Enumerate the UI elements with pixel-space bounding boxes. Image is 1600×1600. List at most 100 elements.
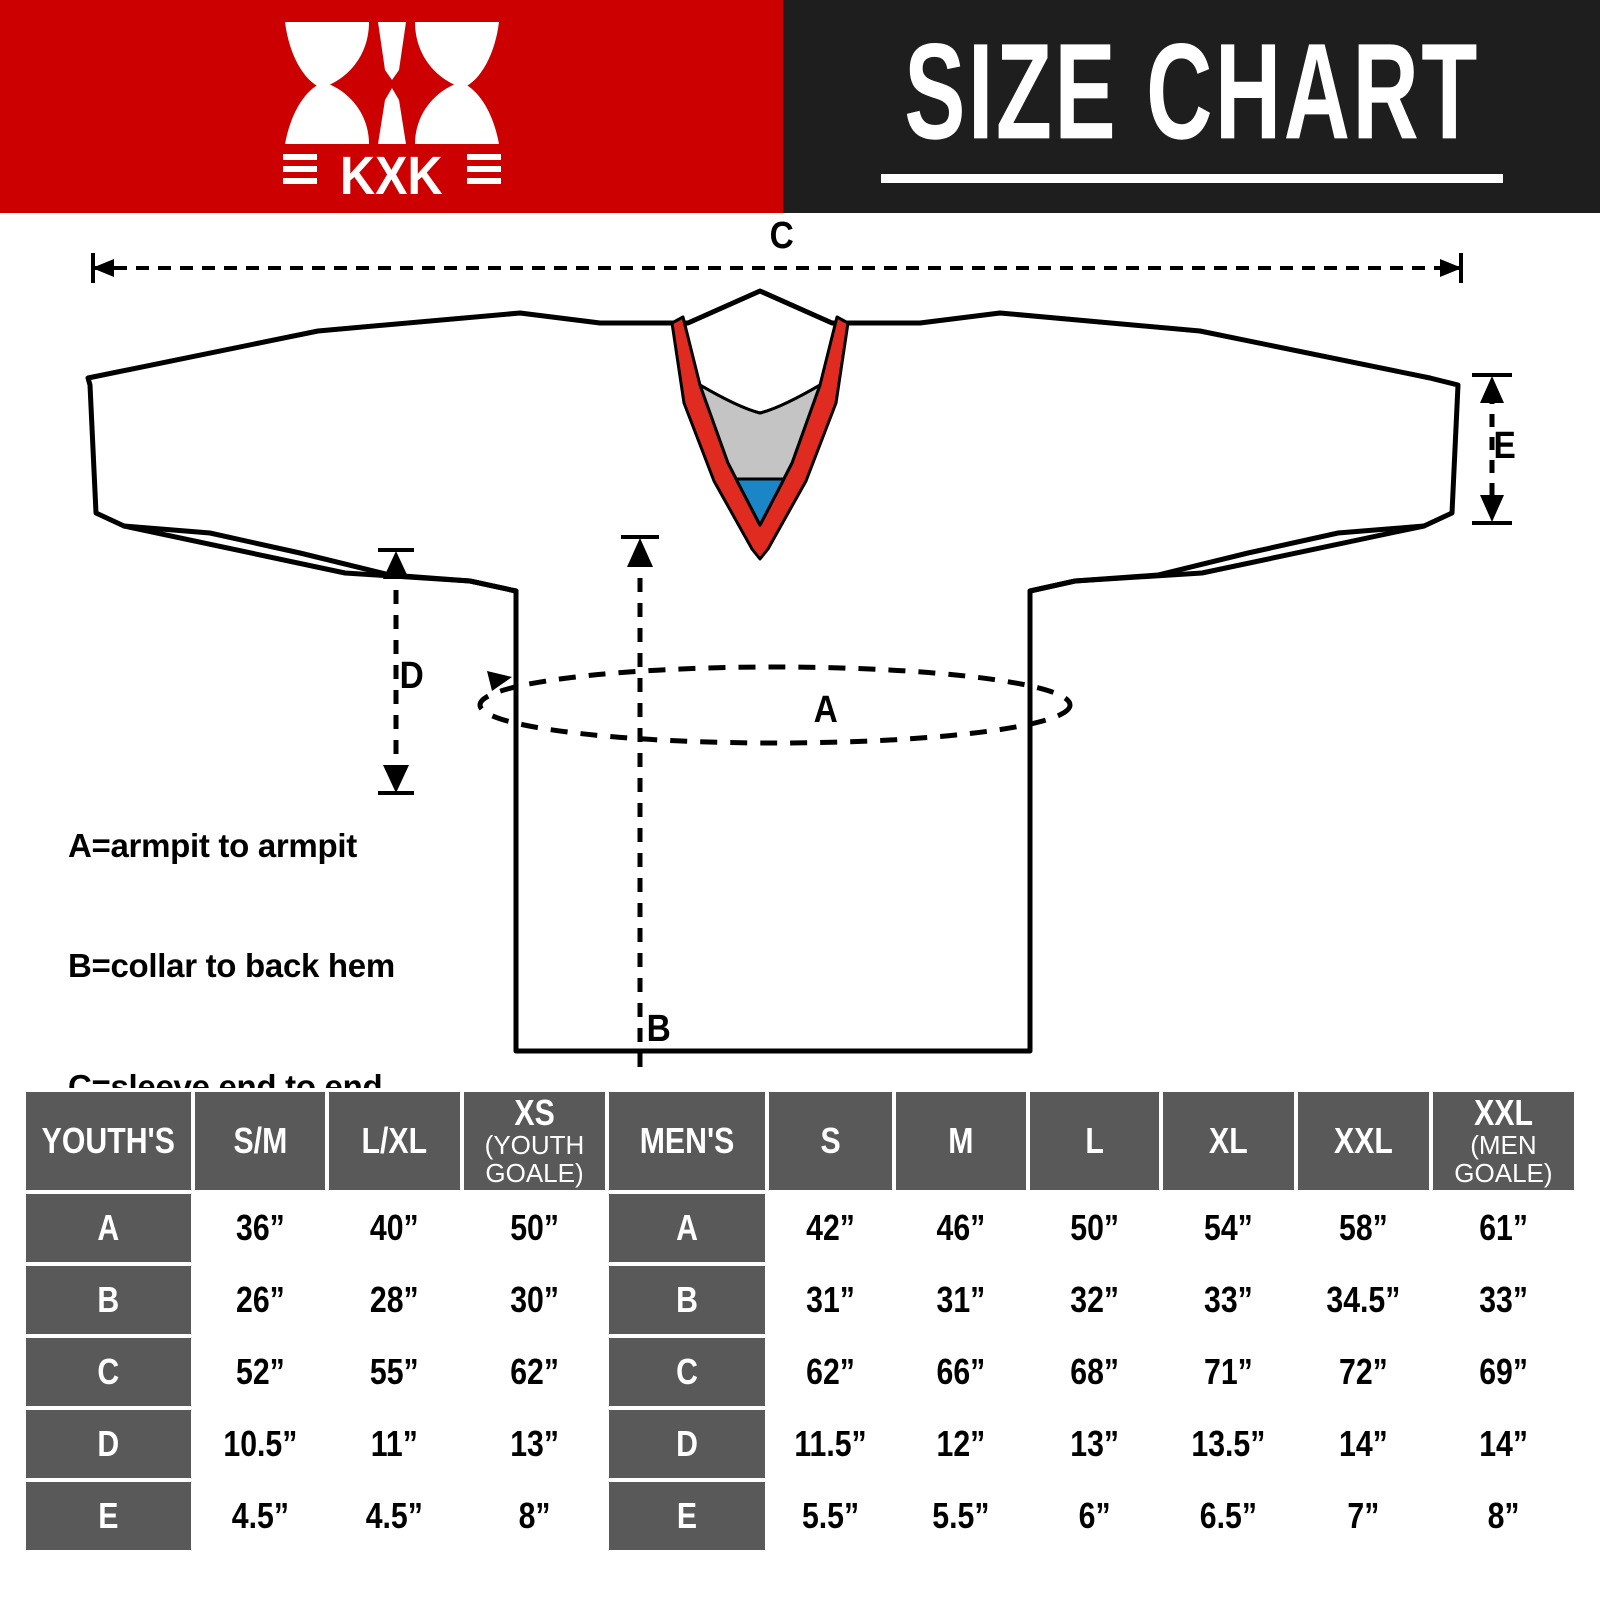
cell-value: A	[676, 1207, 699, 1248]
dimension-label-c: C	[769, 215, 794, 257]
jersey-diagram: C D B E A	[0, 213, 1600, 1071]
cell-youth-a-2: 50”	[463, 1194, 606, 1262]
column-header-main: YOUTH'S	[41, 1120, 175, 1161]
column-header-main: S/M	[233, 1120, 287, 1161]
dimension-e-line	[1472, 373, 1512, 525]
column-header-main: S	[820, 1120, 841, 1161]
cell-value: 61”	[1479, 1207, 1528, 1248]
cell-value: 31”	[936, 1279, 986, 1320]
legend-line-a: A=armpit to armpit	[68, 826, 357, 864]
table-row: A 36” 40” 50” A 42” 46” 50” 54” 58” 61”	[26, 1194, 1574, 1262]
column-header-main: MEN'S	[639, 1120, 735, 1161]
title-panel: SIZE CHART	[783, 0, 1600, 213]
dimension-label-b: B	[646, 1008, 671, 1050]
cell-mens-b-0: 31”	[769, 1266, 893, 1334]
page-title: SIZE CHART	[903, 15, 1480, 168]
column-header-xxl: XXL (MEN GOALE)	[1432, 1091, 1574, 1190]
row-label-mens-d: D	[609, 1410, 766, 1478]
column-header-xs: XS (YOUTH GOALE)	[463, 1092, 606, 1190]
cell-value: E	[98, 1495, 119, 1536]
cell-mens-e-2: 6”	[1030, 1482, 1160, 1550]
column-header-main: M	[948, 1120, 974, 1161]
cell-value: 71”	[1204, 1351, 1254, 1392]
cell-value: 69”	[1479, 1351, 1528, 1392]
cell-value: 14”	[1479, 1423, 1528, 1464]
cell-youth-b-0: 26”	[194, 1266, 326, 1334]
cell-youth-c-0: 52”	[194, 1338, 326, 1406]
cell-value: 62”	[510, 1351, 559, 1392]
cell-youth-b-1: 28”	[329, 1266, 460, 1334]
cell-mens-c-4: 72”	[1298, 1338, 1429, 1406]
cell-value: 40”	[370, 1207, 420, 1248]
cell-mens-e-5: 8”	[1432, 1482, 1574, 1550]
cell-value: A	[97, 1207, 120, 1248]
cell-value: 50”	[1070, 1207, 1120, 1248]
cell-mens-d-1: 12”	[896, 1410, 1026, 1478]
column-header-main: XL	[1209, 1120, 1249, 1161]
cell-value: 50”	[510, 1207, 559, 1248]
dimension-c-line	[91, 253, 1463, 283]
column-header-s-m: S/M	[194, 1092, 326, 1190]
dimension-label-a: A	[813, 689, 838, 731]
cell-mens-d-2: 13”	[1030, 1410, 1160, 1478]
cell-mens-c-3: 71”	[1163, 1338, 1295, 1406]
cell-mens-d-0: 11.5”	[769, 1410, 893, 1478]
cell-youth-d-1: 11”	[329, 1410, 460, 1478]
row-label-mens-c: C	[609, 1338, 766, 1406]
column-header-l: L	[1030, 1092, 1160, 1190]
cell-value: 33”	[1479, 1279, 1528, 1320]
cell-mens-a-3: 54”	[1163, 1194, 1295, 1262]
jersey-right-underarm	[1027, 523, 1427, 594]
cell-value: 42”	[806, 1207, 856, 1248]
cell-value: 10.5”	[222, 1423, 297, 1464]
cell-value: 33”	[1204, 1279, 1254, 1320]
column-header-main: L/XL	[361, 1120, 428, 1161]
cell-mens-b-5: 33”	[1432, 1266, 1574, 1334]
cell-value: D	[97, 1423, 120, 1464]
cell-youth-a-1: 40”	[329, 1194, 460, 1262]
jersey-collar-accent	[734, 477, 786, 527]
cell-mens-b-4: 34.5”	[1298, 1266, 1429, 1334]
cell-youth-e-1: 4.5”	[329, 1482, 460, 1550]
cell-mens-a-0: 42”	[769, 1194, 893, 1262]
brand-wordmark: KXK	[340, 145, 443, 199]
cell-value: 4.5”	[231, 1495, 289, 1536]
cell-mens-d-3: 13.5”	[1163, 1410, 1295, 1478]
dimension-a-ellipse	[477, 664, 1073, 746]
table-row: D 10.5” 11” 13” D 11.5” 12” 13” 13.5” 14” 14”	[26, 1410, 1574, 1478]
cell-mens-e-1: 5.5”	[896, 1482, 1026, 1550]
row-label-mens-b: B	[609, 1266, 766, 1334]
cell-value: 72”	[1339, 1351, 1388, 1392]
cell-value: 32”	[1070, 1279, 1120, 1320]
table-row: E 4.5” 4.5” 8” E 5.5” 5.5” 6” 6.5” 7” 8”	[26, 1482, 1574, 1550]
cell-value: 14”	[1339, 1423, 1388, 1464]
row-label-youth-c: C	[26, 1338, 191, 1406]
cell-mens-a-1: 46”	[896, 1194, 1026, 1262]
cell-value: 8”	[1487, 1495, 1520, 1536]
cell-mens-b-1: 31”	[896, 1266, 1026, 1334]
row-label-youth-d: D	[26, 1410, 191, 1478]
jersey-collar-notch	[699, 383, 821, 415]
cell-mens-e-3: 6.5”	[1163, 1482, 1295, 1550]
cell-value: C	[97, 1351, 120, 1392]
cell-value: 11”	[371, 1423, 419, 1464]
size-chart-table: YOUTH'S S/M L/XL XS (YOUTH GOALE) MEN'S S M L XL X…	[22, 1088, 1578, 1554]
title-underline	[880, 174, 1503, 183]
column-header-main: XXL	[1474, 1091, 1533, 1133]
column-header-l-xl: L/XL	[329, 1092, 460, 1190]
cell-value: 68”	[1070, 1351, 1120, 1392]
cell-value: 13”	[1070, 1423, 1120, 1464]
column-header-s: S	[769, 1092, 893, 1190]
cell-youth-d-2: 13”	[463, 1410, 606, 1478]
cell-youth-e-2: 8”	[463, 1482, 606, 1550]
row-label-mens-a: A	[609, 1194, 766, 1262]
brand-panel: KXK	[0, 0, 783, 213]
cell-value: 36”	[235, 1207, 285, 1248]
cell-mens-c-2: 68”	[1030, 1338, 1160, 1406]
cell-value: B	[676, 1279, 699, 1320]
cell-mens-b-2: 32”	[1030, 1266, 1160, 1334]
cell-value: C	[676, 1351, 699, 1392]
dimension-b-line	[621, 535, 659, 1071]
dimension-label-e: E	[1493, 425, 1516, 467]
